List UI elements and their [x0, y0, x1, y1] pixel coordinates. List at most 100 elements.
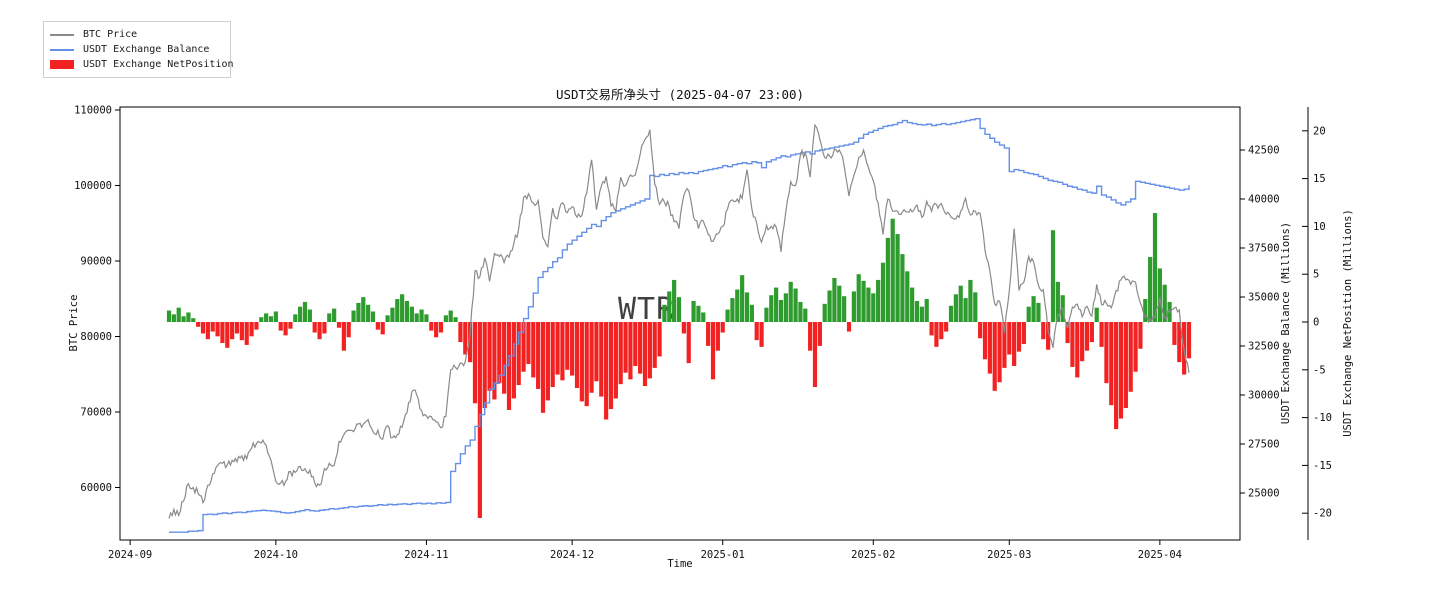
series-lines [168, 117, 1190, 533]
y-right1-tick-label: 42500 [1248, 145, 1280, 157]
netposition-bar [254, 322, 259, 330]
netposition-bar [1026, 306, 1031, 322]
netposition-bar [1050, 230, 1056, 322]
btc-price-line-swatch [50, 33, 74, 36]
x-tick-label: 2025-02 [851, 549, 895, 561]
netposition-bar [599, 322, 604, 397]
netposition-bar [1007, 322, 1012, 355]
y-right2-tick-label: -5 [1313, 364, 1326, 376]
netposition-bar [409, 306, 414, 322]
netposition-bar [939, 322, 944, 340]
netposition-bar [895, 234, 900, 322]
netposition-bar [1123, 322, 1128, 409]
usdt-balance-line-swatch [50, 48, 74, 51]
netposition-bar [424, 314, 429, 322]
netposition-bar [200, 322, 206, 334]
netposition-bar [642, 322, 648, 387]
netposition-bar [453, 317, 458, 322]
netposition-bar [613, 322, 618, 399]
netposition-bar [584, 322, 589, 407]
netposition-bar [278, 322, 283, 331]
netposition-bar [740, 275, 745, 322]
netposition-bar [332, 308, 337, 322]
netposition-bar [234, 322, 240, 334]
netposition-bar [1089, 322, 1094, 343]
netposition-bar [910, 287, 915, 322]
legend-label: USDT Exchange NetPosition [83, 59, 234, 70]
netposition-bar [215, 322, 220, 337]
usdt-balance-line [169, 117, 1190, 533]
x-tick-label: 2024-11 [404, 549, 448, 561]
netposition-bar [944, 322, 949, 332]
netposition-bar [463, 322, 468, 355]
netposition-bar [812, 322, 818, 388]
netposition-bar [1099, 322, 1104, 347]
netposition-bar [166, 310, 172, 322]
netposition-bar [1084, 322, 1090, 351]
netposition-bar [715, 322, 720, 351]
legend-label: BTC Price [83, 29, 138, 40]
netposition-bar [846, 322, 852, 332]
netposition-bar [992, 322, 997, 391]
netposition-bar [1046, 322, 1051, 350]
netposition-bar [1133, 322, 1138, 372]
y-left-tick-label: 100000 [74, 180, 112, 192]
netposition-bar [987, 322, 992, 374]
netposition-bar [876, 279, 881, 322]
netposition-bar [419, 309, 424, 322]
netposition-bar [502, 322, 507, 394]
legend-label: USDT Exchange Balance [83, 44, 210, 55]
netposition-bar [1118, 322, 1124, 419]
axis-ticks: 110000 100000 90000 80000 70000 60000 42500 400… [74, 105, 1332, 562]
netposition-bar [793, 288, 798, 322]
y-right1-tick-label: 40000 [1248, 194, 1280, 206]
netposition-bar [565, 322, 570, 370]
netposition-bar [778, 300, 784, 322]
netposition-bar [1080, 322, 1085, 362]
y-left-tick-label: 110000 [74, 105, 112, 117]
netposition-bar [638, 322, 643, 374]
netposition-bar [676, 297, 682, 322]
netposition-bar [555, 322, 560, 375]
netposition-bar [526, 322, 531, 365]
y-right2-tick-label: 20 [1313, 125, 1326, 137]
netposition-bar [375, 322, 380, 330]
netposition-bar [259, 317, 264, 322]
netposition-bar [604, 322, 609, 420]
netposition-bar [958, 285, 963, 322]
netposition-bar [701, 312, 706, 322]
y-right2-tick-label: -20 [1313, 508, 1332, 520]
btc-price-line [168, 123, 1190, 519]
netposition-bar [1016, 322, 1022, 352]
y-left-tick-label: 60000 [80, 482, 112, 494]
y-right1-tick-label: 25000 [1248, 488, 1280, 500]
netposition-bar [817, 322, 822, 346]
netposition-bar [672, 279, 677, 322]
netposition-bar [531, 322, 536, 378]
netposition-bar [312, 322, 317, 333]
netposition-bar [176, 307, 181, 322]
netposition-bar [774, 287, 779, 322]
netposition-bar [1148, 256, 1153, 322]
netposition-bar [511, 322, 516, 399]
netposition-bar [1109, 322, 1114, 406]
netposition-bar [973, 292, 978, 322]
netposition-bar [283, 322, 288, 336]
y-left-tick-label: 70000 [80, 407, 112, 419]
y-left-tick-label: 80000 [80, 331, 112, 343]
netposition-bar [798, 301, 803, 322]
netposition-bar [861, 280, 866, 322]
x-tick-label: 2025-03 [987, 549, 1031, 561]
netposition-bar [230, 322, 235, 340]
y-right2-tick-label: 0 [1313, 317, 1319, 329]
netposition-bar [803, 308, 808, 322]
netposition-bar [1152, 213, 1158, 322]
netposition-bar [827, 290, 832, 322]
netposition-bar [633, 322, 638, 366]
netposition-bar [1138, 322, 1143, 349]
netposition-bar [929, 322, 934, 336]
netposition-bar [1162, 284, 1167, 322]
netposition-bar [1143, 299, 1148, 322]
netposition-bar [657, 322, 662, 357]
